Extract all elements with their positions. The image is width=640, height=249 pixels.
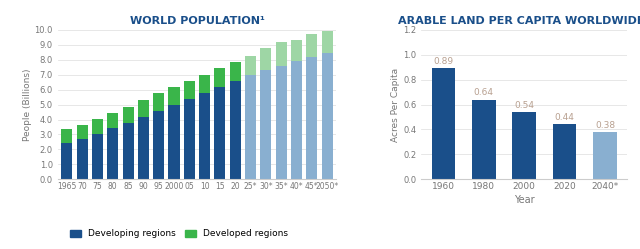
Bar — [322, 31, 333, 53]
Text: 0.38: 0.38 — [595, 121, 615, 130]
Title: WORLD POPULATION¹: WORLD POPULATION¹ — [129, 16, 264, 26]
Bar — [276, 66, 287, 179]
Bar — [291, 40, 302, 61]
Text: 0.64: 0.64 — [474, 88, 494, 97]
Bar — [472, 100, 495, 179]
Bar — [122, 107, 134, 123]
Bar — [92, 119, 103, 134]
Bar — [307, 57, 317, 179]
Bar — [77, 139, 88, 179]
Bar — [168, 87, 179, 105]
Bar — [61, 143, 72, 179]
Bar — [153, 93, 164, 111]
Bar — [230, 62, 241, 81]
X-axis label: Year: Year — [514, 195, 534, 205]
Bar — [184, 99, 195, 179]
Bar — [138, 100, 149, 117]
Bar — [168, 105, 179, 179]
Title: ARABLE LAND PER CAPITA WORLDWIDE²: ARABLE LAND PER CAPITA WORLDWIDE² — [399, 16, 640, 26]
Y-axis label: People (Billions): People (Billions) — [22, 68, 31, 141]
Bar — [214, 87, 225, 179]
Legend: Developing regions, Developed regions: Developing regions, Developed regions — [67, 226, 292, 242]
Bar — [199, 75, 210, 93]
Text: 0.54: 0.54 — [514, 101, 534, 110]
Text: 0.89: 0.89 — [433, 57, 454, 66]
Bar — [92, 134, 103, 179]
Bar — [276, 42, 287, 66]
Bar — [513, 112, 536, 179]
Bar — [108, 113, 118, 128]
Bar — [230, 81, 241, 179]
Bar — [291, 61, 302, 179]
Bar — [108, 128, 118, 179]
Bar — [553, 124, 576, 179]
Y-axis label: Acres Per Capita: Acres Per Capita — [391, 67, 400, 142]
Bar — [61, 129, 72, 143]
Bar — [122, 123, 134, 179]
Bar — [245, 75, 256, 179]
Bar — [322, 53, 333, 179]
Bar — [199, 93, 210, 179]
Bar — [153, 111, 164, 179]
Bar — [245, 56, 256, 75]
Text: 0.44: 0.44 — [555, 113, 575, 122]
Bar — [593, 132, 617, 179]
Bar — [184, 81, 195, 99]
Bar — [138, 117, 149, 179]
Bar — [431, 68, 455, 179]
Bar — [214, 68, 225, 87]
Bar — [307, 34, 317, 57]
Bar — [260, 70, 271, 179]
Bar — [77, 125, 88, 139]
Bar — [260, 48, 271, 70]
